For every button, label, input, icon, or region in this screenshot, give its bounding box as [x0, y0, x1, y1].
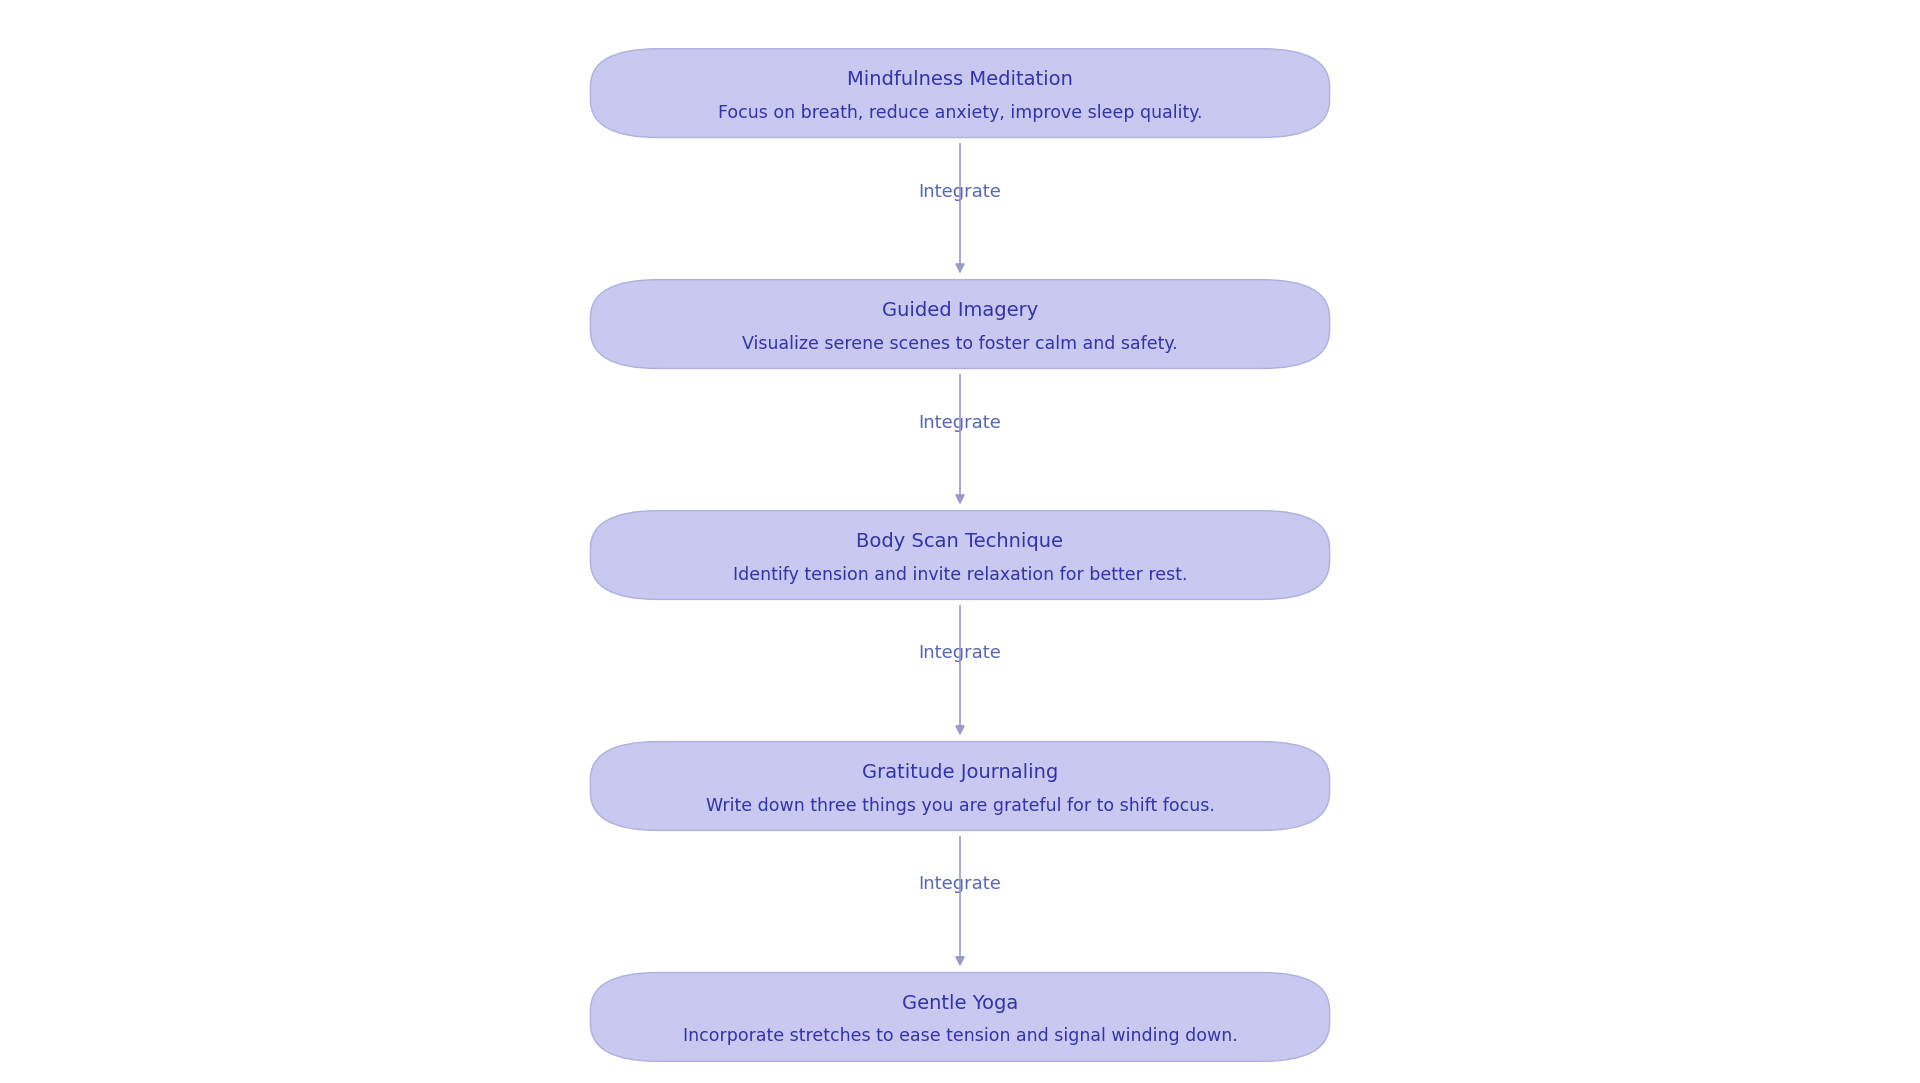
Text: Integrate: Integrate [918, 875, 1002, 893]
FancyBboxPatch shape [591, 742, 1329, 831]
Text: Gentle Yoga: Gentle Yoga [902, 994, 1018, 1013]
Text: Visualize serene scenes to foster calm and safety.: Visualize serene scenes to foster calm a… [743, 335, 1177, 353]
Text: Integrate: Integrate [918, 644, 1002, 663]
Text: Incorporate stretches to ease tension and signal winding down.: Incorporate stretches to ease tension an… [684, 1028, 1236, 1045]
Text: Guided Imagery: Guided Imagery [881, 301, 1039, 321]
FancyBboxPatch shape [591, 279, 1329, 368]
Text: Focus on breath, reduce anxiety, improve sleep quality.: Focus on breath, reduce anxiety, improve… [718, 104, 1202, 121]
FancyBboxPatch shape [591, 973, 1329, 1061]
Text: Gratitude Journaling: Gratitude Journaling [862, 764, 1058, 782]
Text: Identify tension and invite relaxation for better rest.: Identify tension and invite relaxation f… [733, 565, 1187, 584]
Text: Integrate: Integrate [918, 414, 1002, 431]
Text: Integrate: Integrate [918, 183, 1002, 200]
FancyBboxPatch shape [591, 511, 1329, 600]
FancyBboxPatch shape [591, 49, 1329, 138]
Text: Write down three things you are grateful for to shift focus.: Write down three things you are grateful… [705, 796, 1215, 814]
Text: Mindfulness Meditation: Mindfulness Meditation [847, 70, 1073, 89]
Text: Body Scan Technique: Body Scan Technique [856, 532, 1064, 551]
